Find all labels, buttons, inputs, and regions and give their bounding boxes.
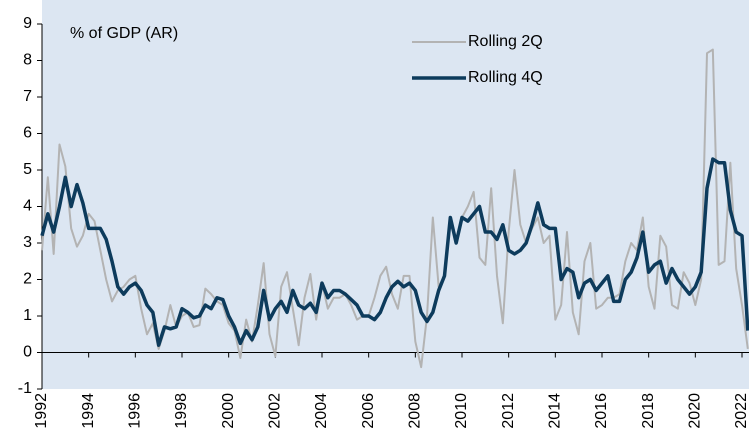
x-tick-label: 2004 [313,393,330,429]
x-tick-label: 2016 [593,393,610,429]
plot-area [42,0,749,389]
x-tick-label: 1996 [127,393,144,429]
x-tick-label: 2020 [687,393,704,429]
x-tick-label: 2014 [547,393,564,429]
y-tick-label: 0 [23,344,32,361]
x-tick-label: 2012 [500,393,517,429]
y-tick-label: 6 [23,125,32,142]
y-tick-label: 2 [23,271,32,288]
x-tick-label: 2022 [733,393,749,429]
y-tick-label: 4 [23,198,32,215]
x-tick-label: 2002 [267,393,284,429]
x-tick-label: 1992 [33,393,50,429]
y-tick-label: 5 [23,161,32,178]
y-tick-label: -1 [18,380,32,397]
legend-label: Rolling 4Q [468,69,543,86]
x-tick-label: 2018 [640,393,657,429]
x-tick-label: 1998 [173,393,190,429]
annotation: % of GDP (AR) [70,25,178,42]
x-tick-label: 2008 [407,393,424,429]
x-tick-label: 2010 [453,393,470,429]
series-line [40,157,749,347]
y-tick-label: 1 [23,307,32,324]
legend-label: Rolling 2Q [468,33,543,50]
y-tick-label: 9 [23,15,32,32]
y-tick-label: 7 [23,88,32,105]
y-tick-label: 8 [23,52,32,69]
y-tick-label: 3 [23,234,32,251]
x-tick-label: 2006 [360,393,377,429]
x-tick-label: 2000 [220,393,237,429]
x-tick-label: 1994 [80,393,97,429]
